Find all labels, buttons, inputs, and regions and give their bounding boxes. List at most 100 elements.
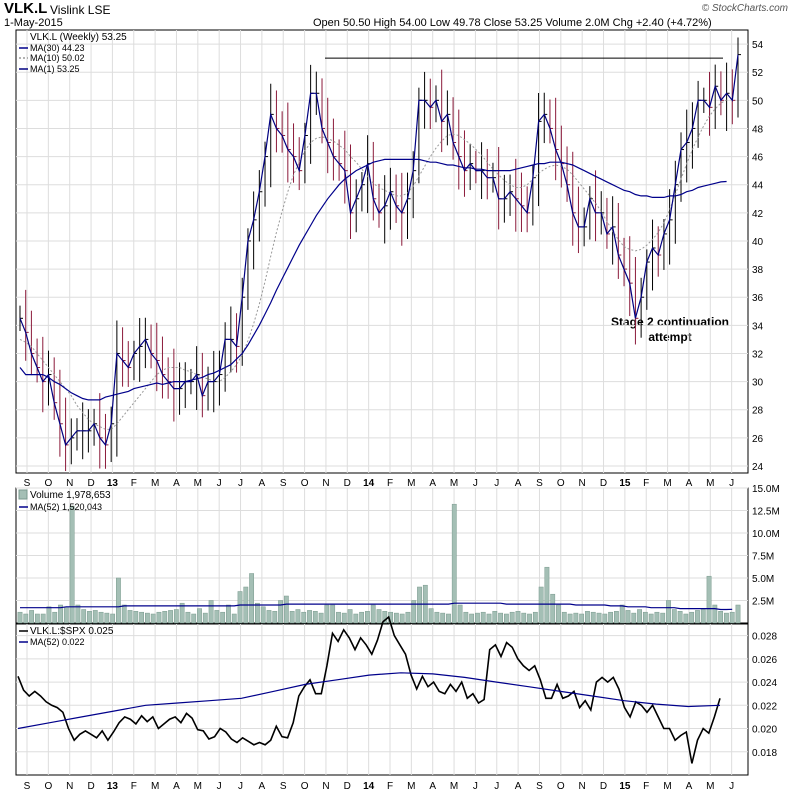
y-tick-label: 42: [752, 209, 764, 220]
x-tick-label: S: [536, 478, 543, 489]
y-tick-label: 46: [752, 153, 764, 164]
volume-bar: [648, 613, 654, 624]
volume-bar: [480, 611, 486, 624]
volume-bar: [434, 611, 440, 624]
y-tick-label: 38: [752, 265, 764, 276]
volume-bar: [637, 609, 642, 624]
volume-bar: [729, 611, 735, 624]
y-tick-label: 0.018: [752, 748, 777, 759]
x-tick-label: M: [663, 781, 671, 792]
volume-bar: [69, 505, 75, 624]
x-tick-label: M: [194, 478, 202, 489]
volume-bar: [289, 611, 295, 624]
volume-bar: [382, 611, 388, 624]
x-tick-label: A: [173, 478, 180, 489]
volume-bar: [29, 610, 34, 624]
x-tick-label: J: [729, 478, 734, 489]
volume-bar: [527, 613, 532, 624]
volume-bar: [255, 602, 260, 624]
volume-bar: [492, 611, 498, 624]
x-tick-label: M: [706, 478, 714, 489]
x-tick-label: M: [407, 781, 415, 792]
volume-bar: [127, 610, 133, 624]
volume-bar: [168, 610, 173, 624]
volume-bar: [463, 611, 469, 624]
x-tick-label: D: [87, 781, 94, 792]
x-tick-label: 13: [107, 478, 119, 489]
x-tick-label: S: [24, 478, 31, 489]
volume-bar: [116, 577, 121, 624]
volume-bar: [631, 612, 637, 624]
x-tick-label: J: [217, 781, 222, 792]
volume-bar: [486, 613, 492, 624]
volume-bar: [370, 604, 376, 624]
volume-bar: [359, 611, 365, 624]
x-tick-label: D: [600, 478, 607, 489]
y-tick-label: 44: [752, 181, 764, 192]
x-tick-label: O: [44, 478, 52, 489]
volume-bar: [573, 612, 579, 624]
x-tick-label: N: [322, 781, 329, 792]
y-tick-label: 48: [752, 124, 764, 135]
y-tick-label: 7.5M: [752, 552, 774, 563]
legend-ma10: MA(10) 50.02: [30, 53, 85, 63]
x-tick-label: A: [515, 478, 522, 489]
x-tick-label: M: [450, 478, 458, 489]
volume-bar: [451, 503, 457, 624]
x-tick-label: M: [663, 478, 671, 489]
volume-bar: [173, 609, 179, 624]
x-tick-label: N: [579, 781, 586, 792]
volume-bar: [642, 611, 648, 624]
x-tick-label: S: [280, 478, 287, 489]
x-tick-label: 14: [363, 478, 375, 489]
x-tick-label: F: [643, 781, 649, 792]
volume-bar: [272, 611, 278, 624]
y-tick-label: 24: [752, 462, 764, 473]
x-tick-label: M: [151, 781, 159, 792]
x-tick-label: S: [536, 781, 543, 792]
volume-bar: [121, 604, 127, 624]
volume-bar: [208, 600, 214, 624]
volume-bar: [503, 613, 509, 624]
x-tick-label: J: [494, 781, 499, 792]
x-tick-label: F: [387, 781, 393, 792]
volume-bar: [671, 609, 677, 624]
x-tick-label: N: [322, 478, 329, 489]
x-tick-label: J: [238, 781, 243, 792]
volume-bar: [666, 600, 671, 624]
volume-bar: [567, 613, 573, 624]
volume-legend-title: Volume 1,978,653: [30, 490, 111, 501]
x-tick-label: 13: [107, 781, 119, 792]
volume-bar: [475, 612, 480, 624]
volume-bar: [110, 613, 116, 624]
volume-bar: [133, 611, 139, 624]
volume-bar: [283, 595, 289, 624]
x-tick-label: S: [280, 781, 287, 792]
ma10-line: [19, 99, 727, 430]
volume-bar: [561, 611, 567, 624]
volume-bar: [75, 604, 81, 624]
volume-bar: [156, 611, 162, 624]
y-tick-label: 0.026: [752, 655, 777, 666]
x-tick-label: F: [643, 478, 649, 489]
x-tick-label: A: [686, 781, 693, 792]
volume-bar: [46, 606, 52, 624]
volume-bar: [98, 611, 104, 624]
volume-bar: [365, 611, 370, 624]
volume-bar: [683, 613, 689, 624]
y-tick-label: 0.022: [752, 701, 777, 712]
volume-bar: [179, 602, 185, 624]
ratio-line: [17, 615, 721, 764]
volume-bar: [324, 604, 330, 624]
x-tick-label: J: [494, 478, 499, 489]
company-name: Vislink LSE: [50, 3, 111, 17]
volume-bar: [197, 608, 202, 624]
symbol-title: VLK.L: [4, 0, 48, 17]
y-tick-label: 0.028: [752, 632, 777, 643]
legend-swatch-volume: [18, 489, 28, 500]
x-tick-label: 15: [619, 781, 631, 792]
y-tick-label: 40: [752, 237, 764, 248]
volume-bar: [330, 604, 336, 624]
y-tick-label: 5.0M: [752, 574, 774, 585]
volume-bar: [544, 566, 550, 624]
